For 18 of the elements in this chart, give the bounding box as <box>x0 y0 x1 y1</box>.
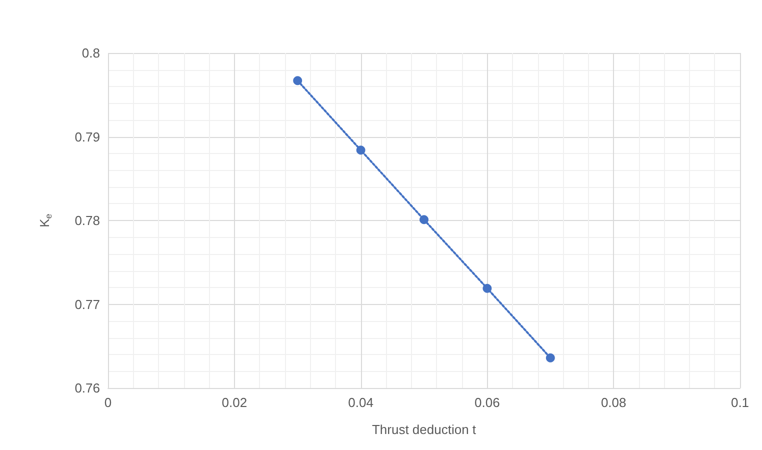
x-tick-label: 0.08 <box>600 395 626 410</box>
x-tick-label: 0.06 <box>474 395 500 410</box>
y-tick-label: 0.76 <box>74 380 100 396</box>
point <box>293 76 302 86</box>
point <box>356 146 366 155</box>
y-tick-label: 0.78 <box>74 213 100 228</box>
point <box>420 215 428 224</box>
y-tick-label: 0.79 <box>74 129 100 144</box>
x-tick-label: 0 <box>104 395 112 410</box>
x-tick-label: 0.04 <box>348 395 374 410</box>
point <box>482 284 492 293</box>
x-tick-label: 0.1 <box>730 395 750 410</box>
y-tick-label: 0.77 <box>74 296 100 312</box>
y-axis-title: Ke <box>37 214 54 228</box>
x-axis-title: Thrust deduction t <box>372 422 476 437</box>
point <box>546 353 555 362</box>
x-tick-label: 0.02 <box>222 395 248 410</box>
y-tick-label: 0.8 <box>82 46 100 60</box>
